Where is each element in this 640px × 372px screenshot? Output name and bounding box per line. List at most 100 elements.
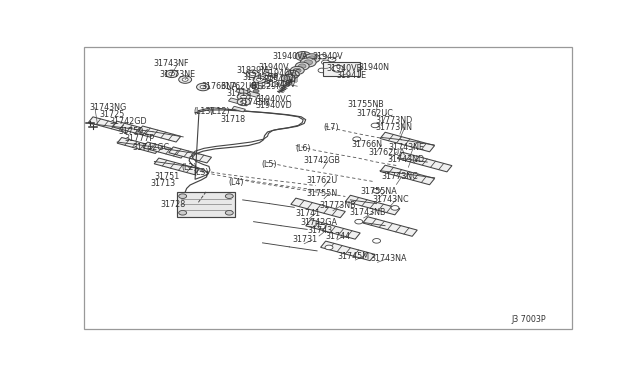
Circle shape [304, 54, 320, 63]
Text: (L4): (L4) [229, 178, 244, 187]
Text: 31742GB: 31742GB [303, 156, 340, 165]
Circle shape [328, 57, 336, 62]
Text: 31755N: 31755N [306, 189, 337, 198]
Polygon shape [112, 121, 155, 137]
Circle shape [182, 78, 188, 81]
Polygon shape [306, 219, 360, 239]
Polygon shape [154, 158, 199, 175]
Text: 31742GD: 31742GD [110, 116, 147, 126]
Polygon shape [250, 83, 263, 89]
Text: 31762UC: 31762UC [356, 109, 394, 118]
Circle shape [353, 137, 361, 141]
Text: (L12): (L12) [209, 107, 230, 116]
Text: 31941E: 31941E [336, 71, 366, 80]
Circle shape [179, 76, 191, 83]
Circle shape [253, 89, 259, 93]
Text: 31725: 31725 [100, 110, 125, 119]
Polygon shape [397, 152, 452, 172]
Circle shape [196, 83, 209, 91]
Text: 31762UA: 31762UA [369, 148, 405, 157]
Text: 31940VD: 31940VD [255, 101, 292, 110]
Circle shape [253, 76, 266, 83]
Text: 31743: 31743 [307, 226, 332, 235]
Circle shape [165, 70, 178, 78]
Circle shape [372, 238, 381, 243]
Text: 31743NG: 31743NG [90, 103, 127, 112]
Text: 31777P: 31777P [125, 134, 155, 143]
Circle shape [179, 211, 187, 215]
Circle shape [372, 189, 381, 193]
Text: 31718: 31718 [221, 115, 246, 124]
Text: 31743NC: 31743NC [372, 195, 409, 204]
Text: 31773NB: 31773NB [319, 201, 356, 209]
Text: 31755NB: 31755NB [348, 100, 385, 109]
Circle shape [318, 224, 326, 229]
Text: 31766N: 31766N [352, 140, 383, 150]
Circle shape [289, 72, 296, 77]
Text: 31728: 31728 [161, 200, 186, 209]
Text: 31755NA: 31755NA [360, 187, 397, 196]
Circle shape [251, 84, 257, 88]
Polygon shape [88, 117, 131, 133]
Text: 31742GP: 31742GP [243, 73, 279, 82]
Text: 31713: 31713 [150, 179, 175, 188]
Text: 31773NC: 31773NC [381, 173, 419, 182]
Circle shape [310, 57, 318, 62]
Polygon shape [143, 142, 186, 158]
Bar [323, 62, 360, 76]
Polygon shape [138, 126, 180, 142]
Circle shape [295, 51, 311, 61]
Circle shape [282, 74, 295, 83]
Polygon shape [380, 132, 435, 152]
Text: 31759: 31759 [118, 127, 144, 136]
Text: 31744: 31744 [326, 232, 351, 241]
Text: 31741: 31741 [295, 209, 321, 218]
Circle shape [371, 123, 379, 128]
Circle shape [246, 70, 259, 78]
Text: 31773ND: 31773ND [375, 116, 412, 125]
Circle shape [325, 245, 333, 250]
Circle shape [355, 219, 363, 224]
Text: 31743NE: 31743NE [388, 143, 424, 152]
Circle shape [241, 100, 246, 104]
Polygon shape [117, 138, 160, 154]
Text: 31773NE: 31773NE [159, 70, 195, 79]
Text: 31940N: 31940N [359, 63, 390, 72]
Text: (L2): (L2) [182, 163, 197, 172]
Polygon shape [255, 77, 270, 84]
Circle shape [237, 93, 250, 100]
Text: 31745M: 31745M [338, 251, 370, 260]
Circle shape [237, 98, 250, 106]
Circle shape [250, 72, 255, 76]
Circle shape [285, 70, 300, 78]
Text: (L3): (L3) [193, 168, 209, 177]
Polygon shape [321, 241, 375, 261]
Circle shape [298, 64, 306, 68]
Text: 31940V: 31940V [312, 52, 343, 61]
Text: 31743ND: 31743ND [388, 155, 425, 164]
Polygon shape [291, 198, 346, 218]
Text: 31766NA: 31766NA [202, 82, 238, 91]
Circle shape [225, 194, 233, 198]
Circle shape [308, 56, 317, 61]
Polygon shape [228, 98, 249, 106]
Text: 31940V: 31940V [259, 63, 289, 72]
Polygon shape [346, 195, 400, 215]
Text: 31751: 31751 [154, 172, 180, 181]
Circle shape [225, 211, 233, 215]
Circle shape [295, 62, 309, 70]
Circle shape [321, 60, 330, 65]
Text: 31940VA: 31940VA [273, 52, 308, 61]
Text: (L6): (L6) [296, 144, 311, 153]
Text: 31762U: 31762U [306, 176, 337, 185]
Circle shape [285, 76, 292, 81]
Polygon shape [232, 106, 245, 112]
Text: 31762UB: 31762UB [221, 82, 258, 91]
Circle shape [332, 65, 344, 72]
Text: 31940VB: 31940VB [326, 64, 362, 73]
Circle shape [302, 58, 310, 62]
Text: 31743NF: 31743NF [154, 59, 189, 68]
Text: 31829M: 31829M [252, 82, 284, 91]
Circle shape [299, 54, 308, 59]
Circle shape [318, 68, 326, 73]
